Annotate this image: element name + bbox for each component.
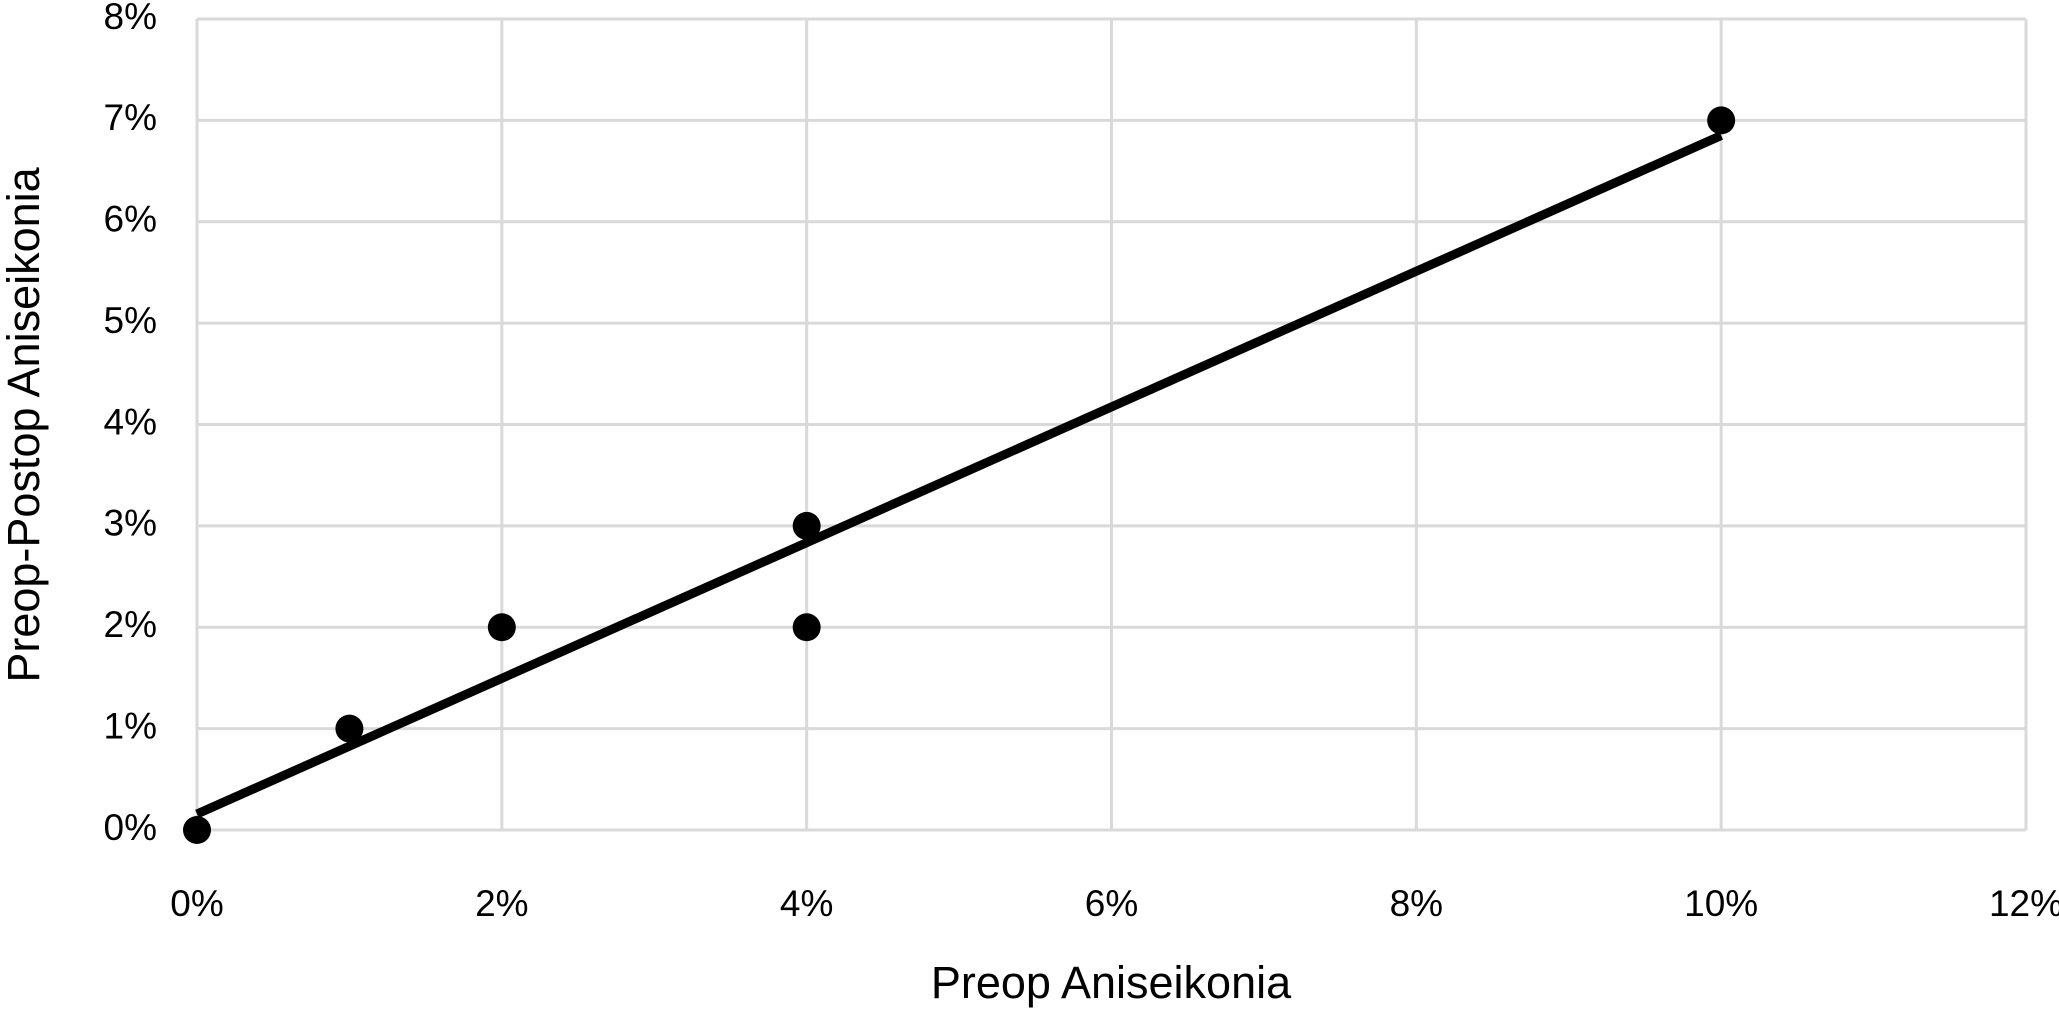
x-tick-label: 10%	[1684, 883, 1758, 924]
y-axis-title: Preop-Postop Aniseikonia	[0, 166, 49, 682]
y-tick-label: 3%	[104, 503, 157, 544]
y-tick-label: 8%	[104, 0, 157, 37]
point	[1707, 106, 1736, 135]
x-tick-label: 6%	[1085, 883, 1138, 924]
x-tick-label: 8%	[1390, 883, 1443, 924]
x-tick-label: 12%	[1989, 883, 2059, 924]
x-axis-title: Preop Aniseikonia	[931, 957, 1292, 1008]
y-tick-label: 0%	[104, 807, 157, 848]
y-tick-label: 1%	[104, 705, 157, 746]
point	[487, 613, 516, 642]
trendline	[195, 131, 1723, 819]
x-tick-label: 4%	[780, 883, 833, 924]
y-tick-label: 7%	[104, 97, 157, 138]
y-tick-label: 6%	[104, 199, 157, 240]
point	[792, 613, 821, 642]
point	[335, 714, 364, 743]
x-tick-label: 2%	[475, 883, 528, 924]
x-tick-label: 0%	[170, 883, 223, 924]
point	[183, 816, 211, 844]
point	[792, 511, 821, 540]
y-tick-label: 4%	[104, 401, 157, 442]
y-tick-label: 5%	[104, 300, 157, 341]
y-tick-label: 2%	[104, 604, 157, 645]
